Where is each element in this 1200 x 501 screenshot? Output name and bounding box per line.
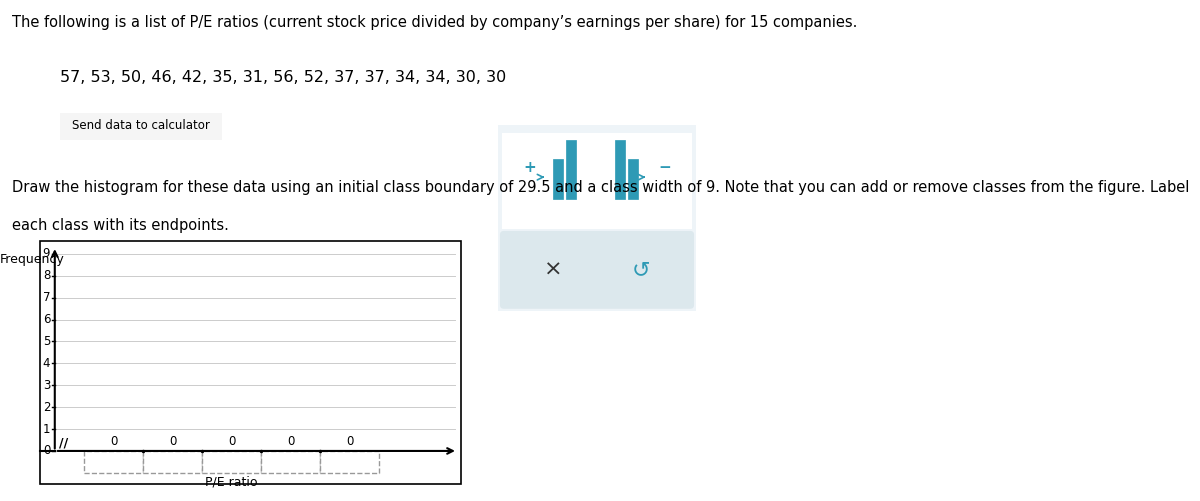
Text: 0: 0: [228, 435, 235, 448]
Text: 0: 0: [287, 435, 294, 448]
Text: 4: 4: [43, 357, 50, 370]
Bar: [614, 140, 625, 199]
FancyBboxPatch shape: [502, 133, 692, 229]
Text: Frequency: Frequency: [0, 253, 65, 266]
Text: 2: 2: [43, 401, 50, 414]
Text: Draw the histogram for these data using an initial class boundary of 29.5 and a : Draw the histogram for these data using …: [12, 180, 1189, 195]
Text: 0: 0: [346, 435, 353, 448]
Text: 9: 9: [43, 247, 50, 261]
Text: 6: 6: [43, 313, 50, 326]
Text: ×: ×: [544, 260, 563, 280]
Text: ↺: ↺: [631, 260, 650, 280]
Text: 7: 7: [43, 291, 50, 304]
Bar: [566, 140, 576, 199]
Bar: [553, 159, 563, 199]
Text: 1: 1: [43, 422, 50, 435]
Text: The following is a list of P/E ratios (current stock price divided by company’s : The following is a list of P/E ratios (c…: [12, 15, 857, 30]
Text: 8: 8: [43, 270, 50, 283]
Text: 5: 5: [43, 335, 50, 348]
Text: Send data to calculator: Send data to calculator: [72, 119, 210, 132]
FancyBboxPatch shape: [500, 231, 694, 309]
Text: 0: 0: [43, 444, 50, 457]
Text: //: //: [59, 437, 68, 450]
Bar: [203, 451, 262, 473]
Text: each class with its endpoints.: each class with its endpoints.: [12, 218, 229, 233]
Text: −: −: [658, 160, 671, 175]
FancyBboxPatch shape: [490, 118, 704, 318]
Bar: [262, 451, 320, 473]
Text: 0: 0: [169, 435, 176, 448]
Bar: [143, 451, 203, 473]
Text: 3: 3: [43, 379, 50, 392]
Text: 57, 53, 50, 46, 42, 35, 31, 56, 52, 37, 37, 34, 34, 30, 30: 57, 53, 50, 46, 42, 35, 31, 56, 52, 37, …: [60, 70, 506, 85]
Text: 0: 0: [110, 435, 118, 448]
Bar: [320, 451, 379, 473]
Bar: [628, 159, 637, 199]
FancyBboxPatch shape: [49, 112, 233, 141]
Bar: [84, 451, 143, 473]
Text: +: +: [523, 160, 536, 175]
Text: P/E ratio: P/E ratio: [205, 475, 258, 488]
